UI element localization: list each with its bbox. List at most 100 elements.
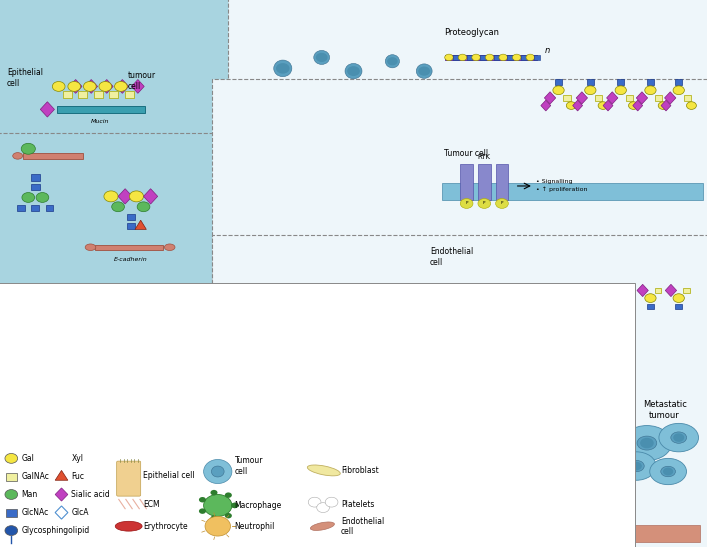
Circle shape	[499, 54, 508, 61]
Circle shape	[339, 288, 347, 294]
Text: n: n	[544, 46, 549, 55]
Bar	[428, 325, 520, 361]
Polygon shape	[55, 470, 68, 480]
Ellipse shape	[13, 153, 23, 159]
Bar	[461, 456, 468, 461]
Bar	[78, 90, 87, 97]
Ellipse shape	[650, 458, 686, 485]
Polygon shape	[459, 469, 470, 478]
Circle shape	[663, 468, 673, 475]
Circle shape	[526, 54, 534, 61]
Bar	[85, 347, 707, 425]
Text: VEGFR: VEGFR	[450, 375, 472, 381]
Polygon shape	[118, 189, 132, 204]
Bar	[452, 492, 460, 498]
Ellipse shape	[287, 207, 363, 261]
Text: GalNAc: GalNAc	[21, 472, 49, 481]
Text: Tumour cell: Tumour cell	[444, 149, 488, 158]
Circle shape	[219, 261, 227, 267]
Circle shape	[230, 237, 238, 243]
Bar	[626, 288, 633, 293]
FancyBboxPatch shape	[117, 461, 141, 496]
Circle shape	[553, 86, 564, 95]
Ellipse shape	[211, 466, 224, 477]
Polygon shape	[636, 92, 648, 104]
Circle shape	[36, 193, 49, 202]
Ellipse shape	[617, 452, 656, 480]
Circle shape	[263, 267, 271, 273]
Bar	[85, 332, 707, 347]
FancyBboxPatch shape	[66, 11, 129, 66]
Bar	[93, 90, 103, 97]
Circle shape	[141, 334, 153, 342]
Polygon shape	[135, 220, 146, 229]
Bar	[480, 55, 486, 60]
Circle shape	[237, 249, 258, 265]
Circle shape	[231, 503, 238, 508]
Ellipse shape	[141, 375, 170, 386]
Polygon shape	[55, 488, 68, 501]
Circle shape	[5, 526, 18, 536]
Circle shape	[434, 355, 443, 362]
Polygon shape	[637, 284, 648, 296]
Ellipse shape	[260, 48, 305, 89]
Bar	[626, 95, 633, 101]
Ellipse shape	[409, 249, 467, 265]
Circle shape	[219, 247, 227, 253]
Circle shape	[231, 503, 238, 508]
Circle shape	[211, 177, 227, 189]
Bar	[542, 288, 549, 293]
Circle shape	[211, 490, 218, 496]
Ellipse shape	[115, 521, 142, 531]
Circle shape	[458, 54, 467, 61]
Circle shape	[478, 199, 491, 208]
Bar	[647, 79, 654, 85]
Text: Endothelial
cell: Endothelial cell	[430, 247, 473, 266]
Ellipse shape	[274, 373, 291, 385]
FancyBboxPatch shape	[268, 11, 331, 66]
Circle shape	[129, 191, 144, 202]
Polygon shape	[55, 453, 68, 462]
Text: Gal: Gal	[21, 454, 34, 463]
Bar	[445, 317, 460, 361]
Circle shape	[398, 354, 415, 368]
Bar	[58, 356, 66, 362]
Ellipse shape	[244, 121, 322, 176]
Polygon shape	[633, 100, 643, 111]
Circle shape	[385, 369, 421, 397]
Ellipse shape	[404, 223, 430, 242]
Circle shape	[351, 312, 358, 318]
Ellipse shape	[217, 155, 250, 178]
Ellipse shape	[218, 114, 262, 148]
Circle shape	[446, 360, 459, 370]
Circle shape	[347, 66, 360, 76]
FancyBboxPatch shape	[0, 11, 62, 66]
Bar	[467, 55, 472, 60]
Ellipse shape	[537, 376, 566, 387]
Bar	[55, 328, 63, 334]
Circle shape	[585, 86, 596, 95]
Circle shape	[365, 230, 385, 246]
Polygon shape	[576, 92, 588, 104]
Circle shape	[472, 54, 480, 61]
Circle shape	[248, 235, 256, 241]
Circle shape	[526, 359, 534, 365]
Circle shape	[59, 327, 71, 336]
Circle shape	[276, 63, 290, 74]
Circle shape	[99, 82, 112, 91]
Circle shape	[513, 54, 521, 61]
Bar	[445, 55, 537, 60]
Bar	[595, 95, 602, 101]
Ellipse shape	[308, 465, 340, 476]
Circle shape	[65, 336, 76, 345]
Polygon shape	[541, 100, 551, 111]
Bar	[435, 520, 520, 525]
Text: Xyl: Xyl	[71, 454, 83, 463]
Ellipse shape	[404, 53, 444, 89]
Text: Endothelial
cell: Endothelial cell	[341, 516, 384, 536]
Polygon shape	[487, 444, 500, 458]
Bar	[428, 525, 700, 542]
Circle shape	[52, 82, 65, 91]
Circle shape	[269, 254, 277, 260]
Bar	[571, 288, 577, 293]
